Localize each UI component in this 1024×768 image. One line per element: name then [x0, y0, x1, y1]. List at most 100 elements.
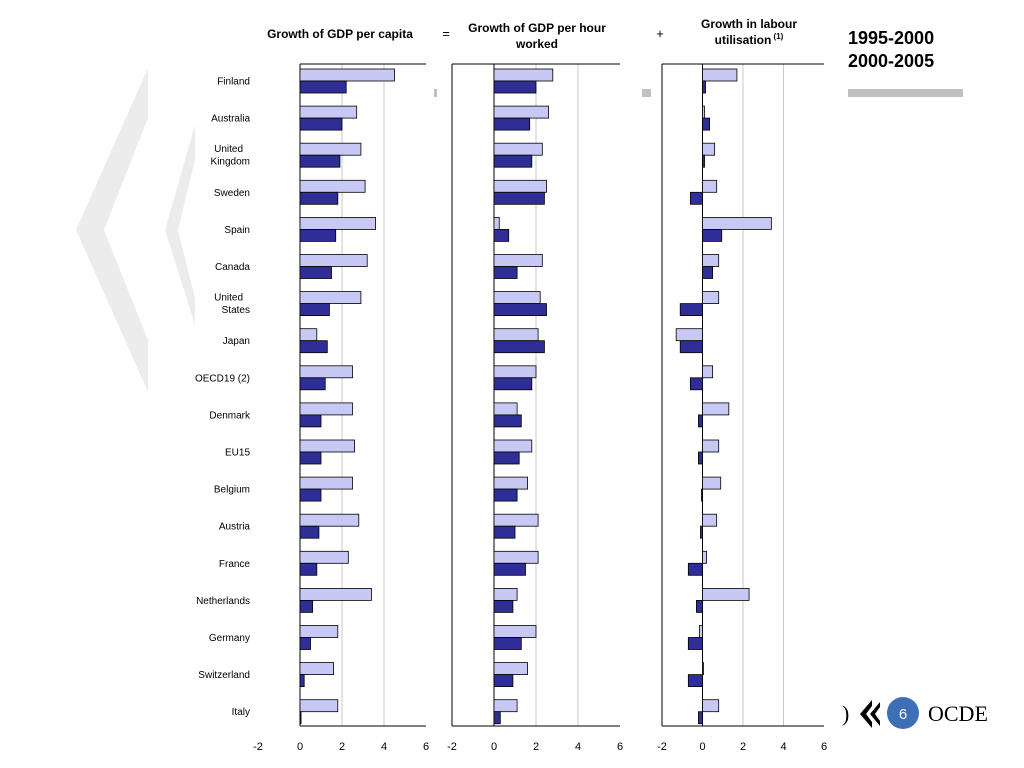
bar-spain-2000-2005	[299, 228, 337, 242]
bar-eu15-2000-2005	[493, 451, 520, 465]
bar-denmark-2000-2005	[299, 414, 322, 428]
bar-finland-1995-2000	[299, 68, 395, 82]
x-tick-label: 4	[575, 741, 581, 753]
bar-sweden-2000-2005	[493, 191, 545, 205]
bar-eu15-1995-2000	[702, 439, 720, 453]
bar-united-kingdom-1995-2000	[299, 142, 362, 156]
oecd-logo: ) 6 OCDE	[842, 697, 988, 729]
category-label: EU15	[225, 448, 250, 459]
bar-netherlands-2000-2005	[696, 600, 703, 613]
bar-belgium-2000-2005	[701, 488, 703, 502]
bar-germany-1995-2000	[699, 625, 703, 638]
bar-switzerland-1995-2000	[493, 662, 528, 675]
bar-eu15-1995-2000	[299, 439, 355, 453]
bar-italy-1995-2000	[299, 699, 339, 713]
category-label: Italy	[232, 707, 250, 718]
bar-netherlands-2000-2005	[493, 600, 514, 613]
bar-belgium-1995-2000	[702, 476, 722, 490]
category-label: Switzerland	[198, 670, 250, 681]
bar-united-states-1995-2000	[702, 291, 720, 305]
bar-switzerland-1995-2000	[702, 662, 704, 675]
legend-mark	[434, 89, 437, 97]
bar-belgium-1995-2000	[299, 476, 353, 490]
bar-germany-2000-2005	[493, 637, 522, 650]
x-tick-label: 2	[339, 741, 345, 753]
bar-united-states-1995-2000	[493, 291, 541, 305]
bar-eu15-2000-2005	[698, 451, 703, 465]
bar-austria-1995-2000	[493, 513, 539, 527]
operator-2: +	[656, 26, 664, 41]
panel-title-line: utilisation (1)	[715, 32, 784, 47]
bar-france-1995-2000	[299, 550, 349, 564]
panel-1: -2 0 2 4 6 Growth of GDP per capita	[253, 27, 429, 753]
page-number-badge	[887, 697, 919, 729]
bar-italy-2000-2005	[698, 711, 703, 725]
category-label: Sweden	[214, 188, 250, 199]
bar-japan-2000-2005	[679, 340, 703, 354]
bar-spain-1995-2000	[702, 216, 772, 230]
logo-letter-fragment-icon: )	[842, 701, 849, 726]
background-chevrons	[76, 68, 195, 392]
legend-item-2000-2005: 2000-2005	[848, 51, 934, 71]
bar-oecd19-2--2000-2005	[299, 377, 326, 391]
bar-japan-2000-2005	[493, 340, 545, 354]
operator-1: =	[442, 26, 450, 41]
bar-canada-2000-2005	[702, 266, 714, 279]
chevron-inner-shape	[165, 125, 195, 325]
bar-eu15-2000-2005	[299, 451, 322, 465]
bar-canada-2000-2005	[493, 266, 518, 279]
bar-france-1995-2000	[493, 550, 539, 564]
legend-bar-swatch	[848, 89, 963, 97]
category-label: Finland	[217, 77, 250, 88]
category-label: United States	[214, 293, 250, 317]
bar-france-2000-2005	[299, 562, 318, 576]
bar-germany-2000-2005	[687, 637, 703, 650]
bar-united-states-2000-2005	[493, 303, 547, 317]
category-label: Netherlands	[196, 596, 250, 607]
x-tick-label: 6	[821, 741, 827, 753]
bar-france-2000-2005	[493, 562, 526, 576]
bar-japan-1995-2000	[299, 328, 318, 342]
bar-australia-2000-2005	[702, 117, 710, 131]
x-tick-label: 2	[740, 741, 746, 753]
category-label: France	[219, 559, 251, 570]
category-labels: Finland Australia United Kingdom Sweden Spain…	[195, 77, 251, 719]
bar-sweden-2000-2005	[299, 191, 339, 205]
bar-france-2000-2005	[687, 562, 703, 576]
bar-united-states-2000-2005	[679, 303, 703, 317]
panels-layer: -2 0 2 4 6 Growth of GDP per capita -2 0 2 4 6 Grow…	[253, 17, 827, 753]
bar-japan-1995-2000	[493, 328, 539, 342]
bar-australia-1995-2000	[702, 105, 705, 119]
bar-oecd19-2--1995-2000	[493, 365, 537, 379]
bar-japan-2000-2005	[299, 340, 328, 354]
logo-chevron-small-icon	[870, 702, 880, 726]
bar-oecd19-2--2000-2005	[689, 377, 703, 391]
x-tick-label: 6	[423, 741, 429, 753]
bar-united-kingdom-2000-2005	[299, 154, 341, 168]
bar-australia-1995-2000	[493, 105, 549, 119]
bar-spain-1995-2000	[493, 216, 500, 230]
panel-title: Growth of GDP per capita	[267, 27, 413, 41]
bar-finland-2000-2005	[702, 80, 706, 94]
x-tick-label: 4	[381, 741, 387, 753]
bar-finland-1995-2000	[702, 68, 738, 82]
panel-2: -2 0 2 4 6 Growth of GDP per hour worked	[447, 21, 623, 753]
x-tick-label: 0	[491, 741, 497, 753]
bar-finland-2000-2005	[299, 80, 347, 94]
bar-oecd19-2--1995-2000	[702, 365, 714, 379]
bar-finland-2000-2005	[493, 80, 537, 94]
bar-belgium-2000-2005	[299, 488, 322, 502]
x-tick-label: 0	[297, 741, 303, 753]
bar-austria-2000-2005	[493, 525, 516, 539]
x-tick-label: -2	[447, 741, 457, 753]
panel-title-line: Growth in labour	[701, 17, 797, 31]
x-tick-label: 4	[780, 741, 786, 753]
bar-sweden-1995-2000	[299, 179, 366, 193]
bar-italy-2000-2005	[493, 711, 501, 725]
bar-spain-1995-2000	[299, 216, 376, 230]
bar-germany-1995-2000	[299, 625, 339, 638]
bar-germany-1995-2000	[493, 625, 537, 638]
bar-canada-1995-2000	[299, 254, 368, 267]
x-tick-label: -2	[253, 741, 263, 753]
